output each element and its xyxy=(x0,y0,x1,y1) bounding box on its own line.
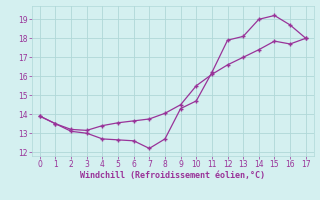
X-axis label: Windchill (Refroidissement éolien,°C): Windchill (Refroidissement éolien,°C) xyxy=(80,171,265,180)
